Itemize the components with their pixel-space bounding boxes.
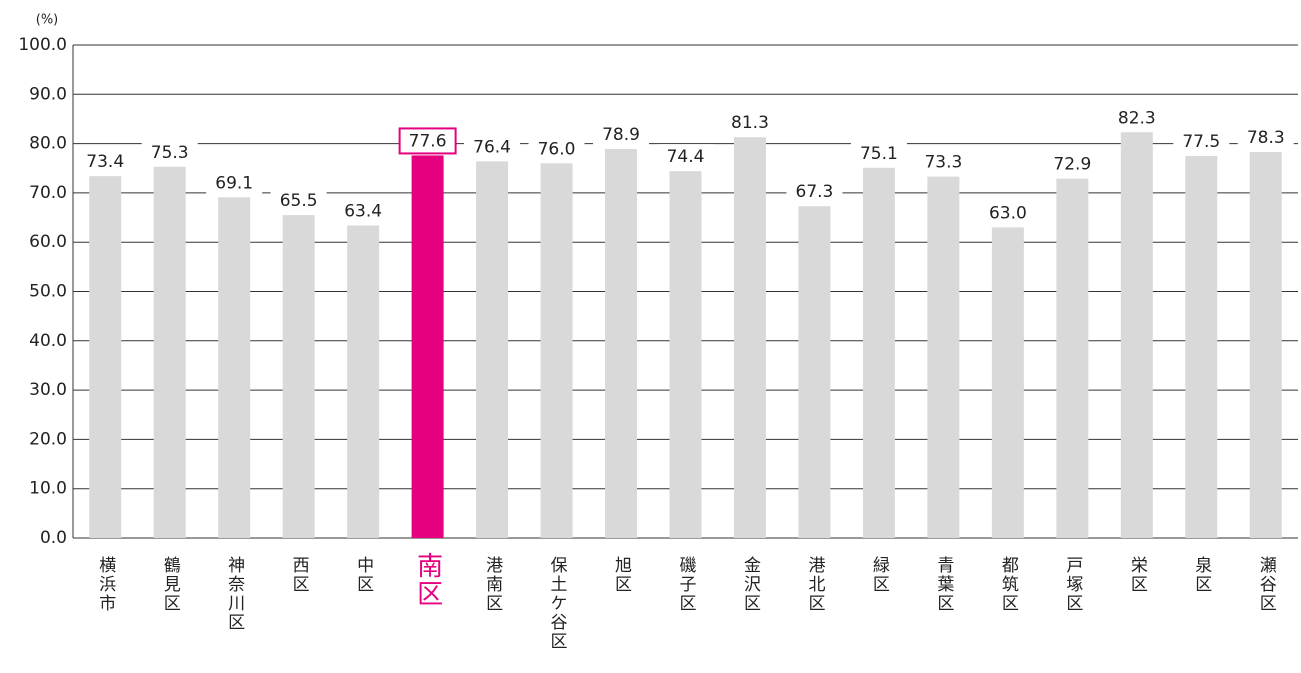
value-label-bg [335, 198, 392, 224]
value-label-bg [786, 179, 843, 205]
x-tick-label: 中区 [353, 556, 373, 594]
value-label-bg [915, 149, 972, 175]
bar [540, 163, 573, 538]
bar [89, 176, 122, 538]
bar [862, 167, 895, 538]
x-tick-label: 旭区 [611, 556, 632, 594]
x-tick-label: 都筑区 [998, 556, 1019, 613]
x-tick-label: 神奈川区 [224, 556, 245, 632]
value-label: 82.3 [1118, 108, 1156, 128]
value-label-bg [657, 144, 714, 170]
value-label: 65.5 [280, 191, 318, 211]
x-tick-label: 磯子区 [676, 556, 697, 613]
value-label-bg [77, 149, 134, 175]
x-tick-label: 緑区 [869, 556, 890, 594]
y-tick-label: 60.0 [29, 232, 67, 252]
bar [411, 155, 444, 538]
value-label: 78.3 [1247, 128, 1285, 148]
bar [218, 197, 251, 538]
bar [476, 161, 509, 538]
value-label: 76.4 [473, 137, 511, 157]
bar [605, 149, 638, 538]
bar [347, 225, 380, 539]
y-tick-label: 40.0 [29, 331, 67, 351]
y-tick-label: 10.0 [29, 479, 67, 499]
bar [669, 171, 702, 538]
value-label-bg [1108, 105, 1165, 131]
bar [927, 176, 960, 539]
y-tick-label: 50.0 [29, 282, 67, 302]
value-label-bg [593, 122, 650, 148]
x-tick-label: 横浜市 [95, 556, 116, 613]
y-tick-label: 70.0 [29, 183, 67, 203]
value-label-bg [1173, 128, 1230, 154]
value-label: 72.9 [1053, 155, 1091, 175]
y-tick-label: 30.0 [29, 380, 67, 400]
value-label: 77.6 [409, 131, 447, 151]
bar [1249, 151, 1282, 538]
y-tick-label: 80.0 [29, 134, 67, 154]
x-tick-label: 金沢区 [740, 556, 761, 613]
y-unit: (%) [36, 13, 59, 28]
value-label-bg [528, 136, 585, 162]
bar [282, 215, 315, 538]
x-tick-label: 港南区 [482, 556, 503, 613]
bar [1120, 132, 1153, 539]
value-label: 69.1 [215, 173, 253, 193]
value-label: 63.4 [344, 201, 382, 221]
value-label: 74.4 [667, 147, 705, 167]
bar [733, 137, 766, 539]
value-label: 67.3 [796, 182, 834, 202]
value-label: 78.9 [602, 125, 640, 145]
y-tick-label: 0.0 [40, 528, 67, 548]
x-tick-label: 鶴見区 [160, 556, 181, 613]
value-label-bg [1237, 124, 1294, 150]
value-label-bg [464, 134, 521, 160]
bar [153, 166, 186, 538]
value-label: 75.1 [860, 144, 898, 164]
value-label: 76.0 [538, 139, 576, 159]
value-label: 73.3 [924, 153, 962, 173]
y-tick-label: 90.0 [29, 84, 67, 104]
y-tick-label: 100.0 [18, 35, 67, 55]
bar [1056, 178, 1089, 538]
value-label: 63.0 [989, 203, 1027, 223]
x-tick-label: 瀬谷区 [1256, 556, 1277, 613]
x-tick-label: 栄区 [1127, 556, 1148, 594]
value-label-bg [721, 110, 778, 136]
bar [798, 206, 831, 538]
x-tick-label: 戸塚区 [1062, 556, 1083, 613]
y-tick-label: 20.0 [29, 429, 67, 449]
value-label: 81.3 [731, 113, 769, 133]
x-tick-label: 青葉区 [933, 556, 954, 613]
bar [991, 227, 1024, 538]
value-label-bg [979, 200, 1036, 226]
x-tick-label: 泉区 [1191, 556, 1212, 594]
x-tick-label: 保土ケ谷区 [547, 556, 568, 651]
value-label-bg [1044, 151, 1101, 177]
value-label: 77.5 [1182, 132, 1220, 152]
x-tick-label: 港北区 [804, 556, 825, 613]
x-tick-label: 南区 [413, 552, 443, 608]
value-label-bg [206, 170, 263, 196]
value-label-bg [850, 140, 907, 166]
bar [1185, 155, 1218, 539]
value-label-bg [270, 188, 327, 214]
value-label: 75.3 [151, 143, 189, 163]
value-label-box [398, 127, 457, 155]
value-label-bg [141, 139, 198, 165]
x-tick-label: 西区 [289, 556, 309, 594]
value-label: 73.4 [86, 152, 124, 172]
